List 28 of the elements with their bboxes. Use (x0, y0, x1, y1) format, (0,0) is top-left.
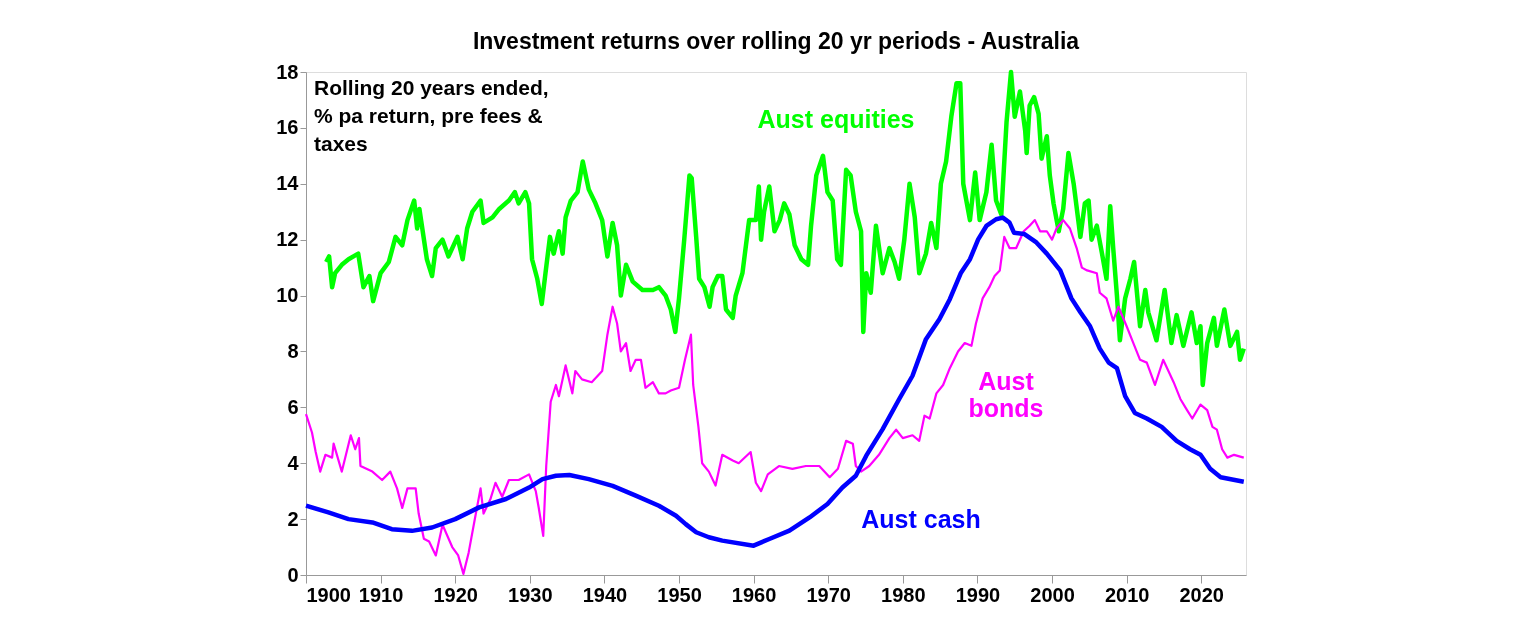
x-tick-label: 1970 (806, 583, 851, 606)
y-tick-label: 18 (276, 60, 299, 83)
y-tick-label: 6 (287, 395, 299, 418)
x-tick-label: 2020 (1179, 583, 1224, 606)
x-tick-label: 1980 (881, 583, 926, 606)
x-tick-label: 1990 (955, 583, 1001, 606)
x-tick-label: 1930 (508, 583, 553, 606)
series-label: Aust equities (757, 105, 915, 133)
y-tick-label: 16 (276, 116, 299, 139)
y-tick-label: 12 (276, 228, 299, 251)
series-label: Aust cash (861, 505, 981, 533)
x-tick-label: 1900 (306, 583, 351, 606)
x-tick-label: 1960 (731, 583, 777, 606)
x-tick-label: 1950 (657, 583, 702, 606)
x-tick-label: 2010 (1104, 583, 1150, 606)
annotation: Rolling 20 years ended, % pa return, pre fees & taxes (314, 76, 549, 155)
x-tick-label: 1910 (358, 583, 404, 606)
y-tick-label: 2 (287, 507, 299, 530)
series-label: Aust bonds (968, 367, 1044, 422)
x-tick-label: 1920 (433, 583, 478, 606)
x-tick-label: 2000 (1030, 583, 1075, 606)
y-tick-label: 4 (287, 451, 300, 474)
x-tick-label: 1940 (582, 583, 628, 606)
chart-title: Investment returns over rolling 20 yr periods - Australia (472, 28, 1080, 54)
y-tick-label: 0 (287, 563, 299, 586)
y-tick-label: 14 (276, 172, 300, 195)
y-tick-label: 10 (276, 284, 299, 307)
y-tick-label: 8 (287, 339, 299, 362)
